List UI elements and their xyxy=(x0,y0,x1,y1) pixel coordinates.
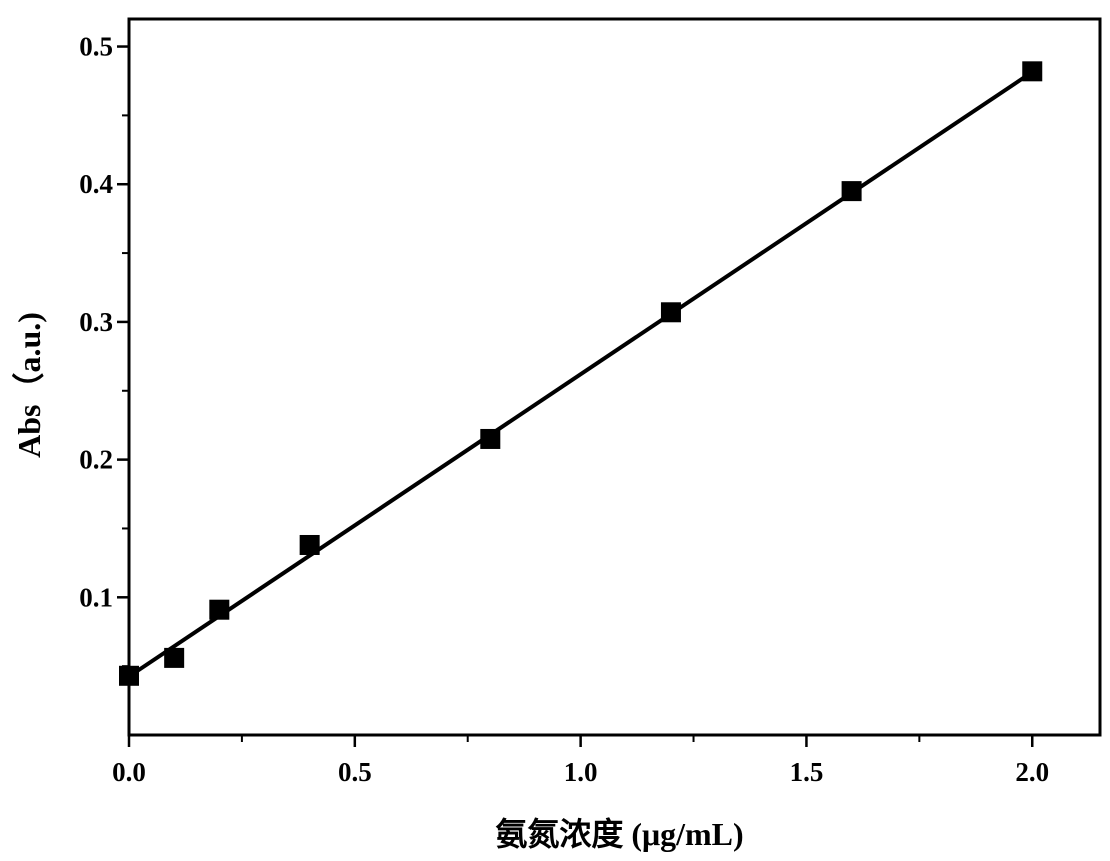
y-tick-label: 0.4 xyxy=(79,169,113,199)
data-point xyxy=(164,647,185,668)
data-point xyxy=(660,302,681,323)
x-tick-label: 0.5 xyxy=(338,757,372,787)
data-points-layer xyxy=(119,61,1043,686)
x-tick-label: 1.0 xyxy=(564,757,598,787)
plot-frame xyxy=(127,17,1102,737)
fit-line-layer xyxy=(127,70,1034,679)
data-point xyxy=(480,428,501,449)
fit-line xyxy=(127,70,1034,679)
x-tick-label: 1.5 xyxy=(790,757,824,787)
data-point xyxy=(299,534,320,555)
axis-ticks-layer xyxy=(117,45,1034,747)
y-tick-label: 0.2 xyxy=(79,445,113,475)
y-tick-label: 0.3 xyxy=(79,307,113,337)
data-point xyxy=(1022,61,1043,82)
data-point xyxy=(841,181,862,202)
data-point xyxy=(209,599,230,620)
y-axis-title: Abs（a.u.) xyxy=(11,312,47,458)
y-tick-label: 0.1 xyxy=(79,582,113,612)
tick-labels-layer: 0.0 0.5 1.0 1.5 2.0 0.1 0.2 0.3 0.4 0.5 xyxy=(79,32,1049,787)
x-axis-title: 氨氮浓度 (μg/mL) xyxy=(495,816,743,852)
x-tick-label: 0.0 xyxy=(112,757,146,787)
y-tick-label: 0.5 xyxy=(79,32,113,62)
x-tick-label: 2.0 xyxy=(1015,757,1049,787)
